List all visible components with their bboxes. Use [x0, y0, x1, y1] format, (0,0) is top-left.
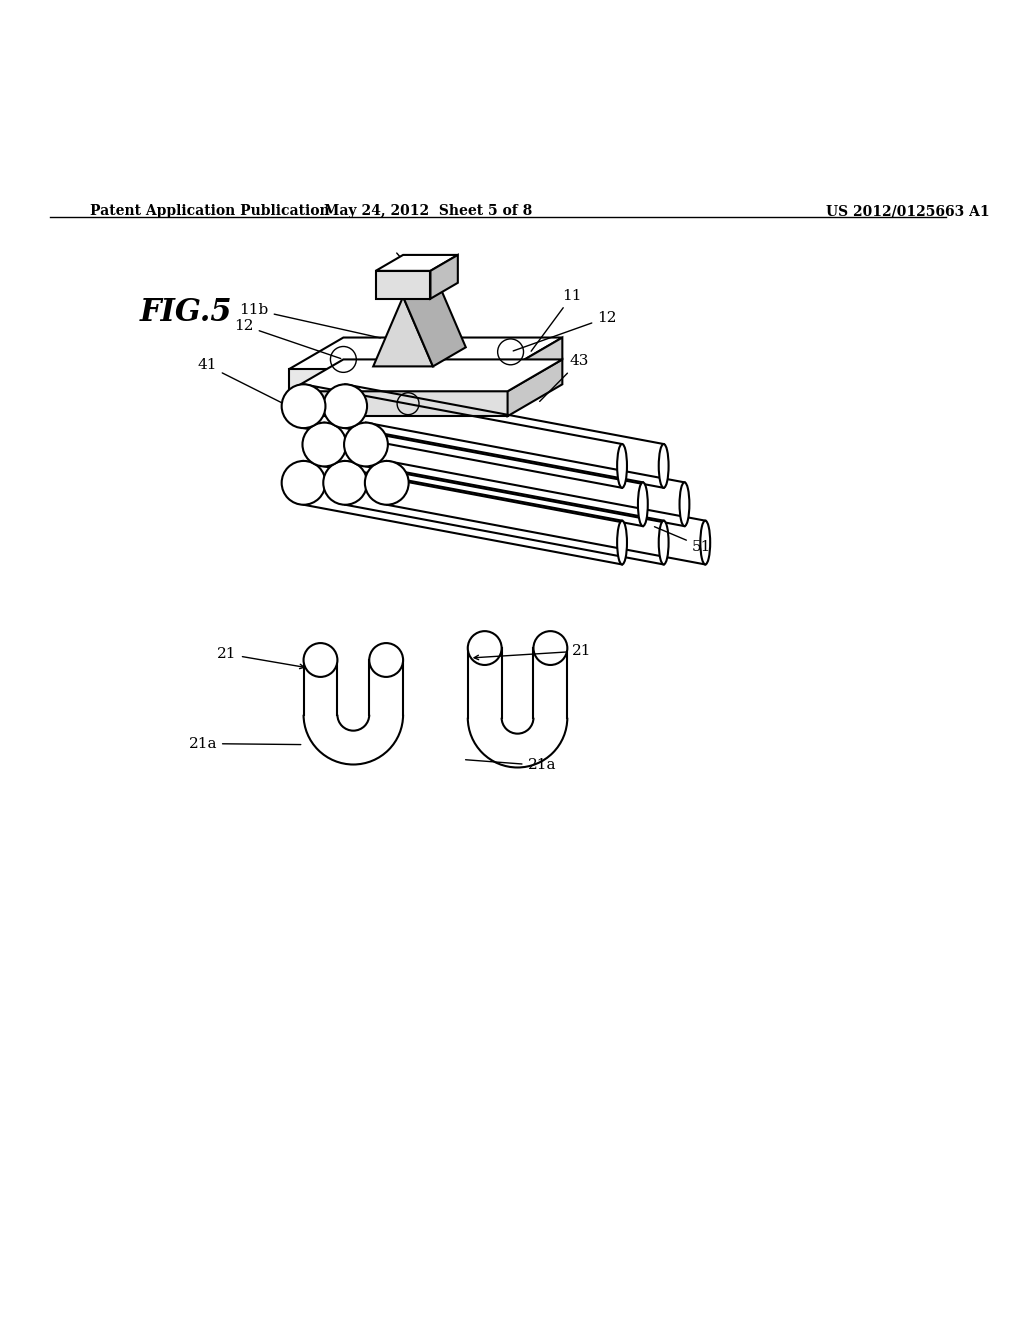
Text: 41: 41 [198, 358, 282, 403]
Circle shape [303, 643, 337, 677]
Ellipse shape [680, 482, 689, 527]
Ellipse shape [658, 444, 669, 488]
Text: 11: 11 [531, 289, 582, 351]
Circle shape [282, 384, 326, 428]
Polygon shape [376, 271, 430, 298]
Text: FIG.5: FIG.5 [139, 297, 232, 327]
Text: 21a: 21a [466, 759, 556, 772]
Polygon shape [289, 359, 562, 391]
Polygon shape [403, 277, 466, 367]
Text: US 2012/0125663 A1: US 2012/0125663 A1 [826, 205, 990, 218]
Text: 11b: 11b [240, 302, 381, 338]
Text: 21a: 21a [188, 737, 301, 751]
Text: Patent Application Publication: Patent Application Publication [89, 205, 329, 218]
Text: 21: 21 [217, 647, 304, 669]
Polygon shape [508, 338, 562, 391]
Circle shape [365, 461, 409, 504]
Polygon shape [289, 391, 508, 416]
Circle shape [324, 384, 367, 428]
Text: 12: 12 [513, 310, 616, 351]
Polygon shape [289, 370, 508, 391]
Ellipse shape [638, 482, 648, 527]
Ellipse shape [658, 520, 669, 565]
Polygon shape [376, 255, 458, 271]
Circle shape [534, 631, 567, 665]
Circle shape [282, 461, 326, 504]
Text: 31: 31 [396, 253, 432, 290]
Ellipse shape [700, 520, 711, 565]
Text: 51: 51 [654, 527, 711, 553]
Circle shape [324, 461, 367, 504]
Polygon shape [508, 359, 562, 416]
Polygon shape [289, 338, 562, 370]
Polygon shape [373, 297, 433, 367]
Circle shape [370, 643, 403, 677]
Ellipse shape [617, 444, 627, 488]
Circle shape [468, 631, 502, 665]
Text: 12: 12 [234, 318, 341, 359]
Circle shape [344, 422, 388, 466]
Text: 21: 21 [474, 644, 592, 660]
Ellipse shape [617, 520, 627, 565]
Polygon shape [430, 255, 458, 298]
Text: 43: 43 [540, 354, 589, 401]
Circle shape [302, 422, 346, 466]
Text: May 24, 2012  Sheet 5 of 8: May 24, 2012 Sheet 5 of 8 [324, 205, 532, 218]
